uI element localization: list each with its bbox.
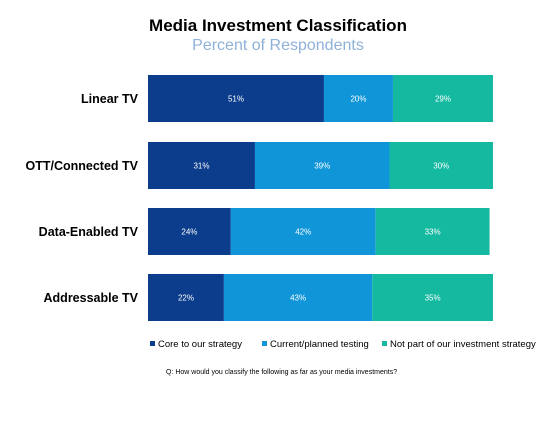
bar-segment-linear-tv-0 bbox=[148, 75, 324, 122]
legend-item-not-part: Not part of our investment strategy bbox=[382, 339, 536, 350]
data-label-data-enabled-tv-2: 33% bbox=[425, 228, 441, 237]
bar-segment-ott-connected-tv-2 bbox=[389, 142, 493, 189]
stacked-bar-chart: Linear TV 51% 20% 29% OTT/Connected TV 31% 39%… bbox=[26, 75, 493, 321]
bar-segment-linear-tv-2 bbox=[392, 75, 493, 122]
data-label-addressable-tv-1: 43% bbox=[290, 294, 306, 303]
data-label-addressable-tv-2: 35% bbox=[425, 294, 441, 303]
data-label-addressable-tv-0: 22% bbox=[178, 294, 194, 303]
bar-segment-ott-connected-tv-1 bbox=[254, 142, 390, 189]
bar-segment-data-enabled-tv-1 bbox=[230, 208, 376, 255]
data-label-data-enabled-tv-1: 42% bbox=[295, 228, 311, 237]
data-label-linear-tv-2: 29% bbox=[435, 95, 451, 104]
category-label-linear-tv: Linear TV bbox=[81, 92, 139, 106]
data-label-ott-connected-tv-0: 31% bbox=[193, 162, 209, 171]
legend-label-core: Core to our strategy bbox=[158, 339, 242, 350]
data-label-data-enabled-tv-0: 24% bbox=[181, 228, 197, 237]
legend-label-not-part: Not part of our investment strategy bbox=[390, 339, 536, 350]
legend-swatch-core bbox=[150, 340, 155, 346]
bar-segment-addressable-tv-2 bbox=[372, 274, 493, 321]
data-label-ott-connected-tv-1: 39% bbox=[314, 162, 330, 171]
data-label-ott-connected-tv-2: 30% bbox=[433, 162, 449, 171]
bar-segment-linear-tv-1 bbox=[323, 75, 393, 122]
category-label-addressable-tv: Addressable TV bbox=[44, 291, 139, 305]
legend-swatch-not-part bbox=[382, 340, 387, 346]
category-label-data-enabled-tv: Data-Enabled TV bbox=[39, 225, 139, 239]
chart-title: Media Investment Classification bbox=[149, 16, 407, 35]
data-label-linear-tv-1: 20% bbox=[350, 95, 366, 104]
chart-legend: Core to our strategy Current/planned tes… bbox=[150, 339, 550, 353]
legend-item-testing: Current/planned testing bbox=[262, 339, 369, 350]
legend-item-core: Core to our strategy bbox=[150, 339, 242, 350]
bar-segment-ott-connected-tv-0 bbox=[148, 142, 255, 189]
bar-segment-data-enabled-tv-2 bbox=[375, 208, 490, 255]
chart-subtitle: Percent of Respondents bbox=[192, 37, 364, 54]
legend-swatch-testing bbox=[262, 340, 267, 346]
survey-question-note: Q: How would you classify the following … bbox=[166, 369, 398, 376]
bar-segment-addressable-tv-0 bbox=[148, 274, 224, 321]
bar-segment-data-enabled-tv-0 bbox=[148, 208, 231, 255]
bar-segment-addressable-tv-1 bbox=[223, 274, 373, 321]
data-label-linear-tv-0: 51% bbox=[228, 95, 244, 104]
category-label-ott-connected-tv: OTT/Connected TV bbox=[26, 159, 139, 173]
legend-label-testing: Current/planned testing bbox=[270, 339, 369, 350]
